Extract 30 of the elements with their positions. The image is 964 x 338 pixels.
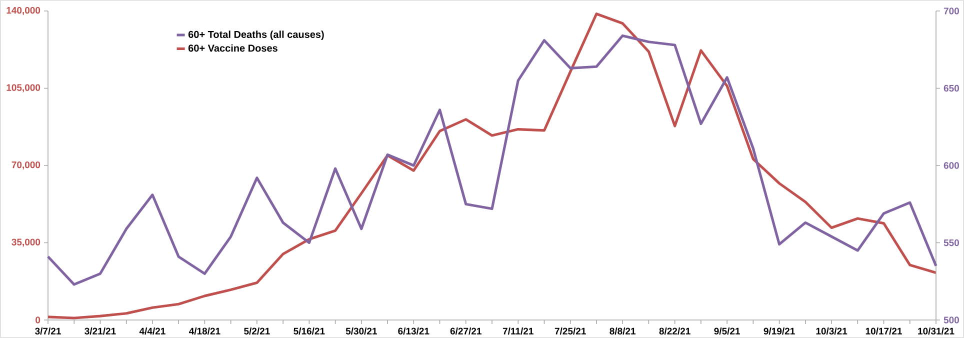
x-tick-label: 8/8/21 xyxy=(610,328,636,335)
x-tick-label: 3/7/21 xyxy=(35,328,61,335)
x-tick-label: 4/4/21 xyxy=(139,328,166,335)
x-tick-label: 5/16/21 xyxy=(294,328,325,335)
x-tick-label: 5/2/21 xyxy=(244,328,270,335)
y-tick-label: 0 xyxy=(36,316,40,324)
y-tick-label: 35,000 xyxy=(12,238,40,247)
y2-tick-label: 650 xyxy=(944,84,959,92)
legend-label: 60+ Total Deaths (all causes) xyxy=(188,30,324,40)
x-tick-label: 9/5/21 xyxy=(714,328,740,335)
x-tick-label: 4/18/21 xyxy=(189,328,220,335)
x-tick-label: 7/11/21 xyxy=(502,328,534,335)
y2-tick-label: 500 xyxy=(944,316,959,324)
x-tick-label: 10/31/21 xyxy=(918,328,954,335)
y-tick-label: 140,000 xyxy=(6,6,40,16)
x-tick-label: 6/27/21 xyxy=(450,328,482,335)
legend-label: 60+ Vaccine Doses xyxy=(188,44,278,52)
y2-tick-label: 550 xyxy=(944,239,959,246)
x-tick-label: 9/19/21 xyxy=(764,328,795,335)
x-tick-label: 8/22/21 xyxy=(659,328,690,335)
x-tick-label: 7/25/21 xyxy=(554,328,586,335)
y2-tick-label: 600 xyxy=(944,162,959,169)
x-tick-label: 5/30/21 xyxy=(346,328,377,335)
y-tick-label: 70,000 xyxy=(12,161,40,170)
y2-tick-label: 700 xyxy=(944,8,959,14)
x-tick-label: 3/21/21 xyxy=(84,328,116,335)
y-tick-label: 105,000 xyxy=(6,84,40,92)
x-tick-label: 6/13/21 xyxy=(398,328,430,335)
x-tick-label: 10/17/21 xyxy=(866,328,902,335)
x-tick-label: 10/3/21 xyxy=(816,328,848,335)
